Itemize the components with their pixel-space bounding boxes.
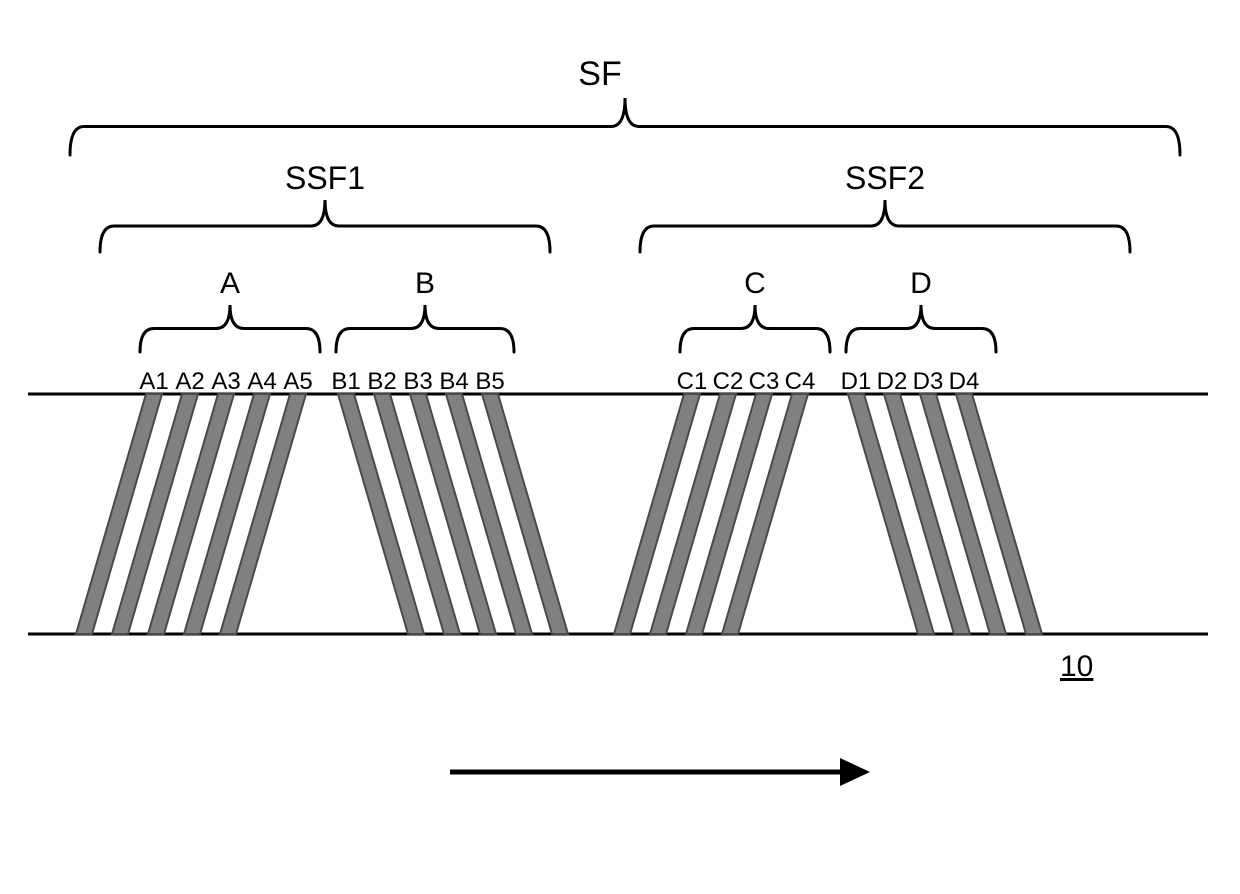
group-a-brace [120, 305, 340, 362]
track-label-b1: B1 [331, 368, 360, 396]
ssf2-brace [620, 200, 1150, 262]
group-c-label: C [744, 267, 766, 301]
tape-area [18, 384, 1218, 644]
track-label-d2: D2 [877, 368, 908, 396]
track-label-c4: C4 [785, 368, 816, 396]
group-b-label: B [415, 267, 435, 301]
ssf1-brace [80, 200, 570, 262]
sf-label: SF [578, 55, 621, 94]
group-c-brace [660, 305, 850, 362]
sf-brace [50, 98, 1200, 165]
direction-arrow [430, 738, 890, 806]
track-label-a3: A3 [211, 368, 240, 396]
group-d-brace [826, 305, 1016, 362]
track-label-c3: C3 [749, 368, 780, 396]
track-label-a2: A2 [175, 368, 204, 396]
track-label-b3: B3 [403, 368, 432, 396]
track-label-d4: D4 [949, 368, 980, 396]
group-a-label: A [220, 267, 240, 301]
track-label-d3: D3 [913, 368, 944, 396]
track-label-d1: D1 [841, 368, 872, 396]
track-label-b2: B2 [367, 368, 396, 396]
track-label-c2: C2 [713, 368, 744, 396]
group-b-brace [316, 305, 534, 362]
track-label-a5: A5 [283, 368, 312, 396]
track-label-a1: A1 [139, 368, 168, 396]
figure-number: 10 [1060, 650, 1093, 684]
shingled-diagram: SF SSF1 SSF2 A B C D A1A2A3A4A5 B1B2B3B4B… [0, 0, 1240, 894]
track-label-c1: C1 [677, 368, 708, 396]
track-label-b4: B4 [439, 368, 468, 396]
track-label-a4: A4 [247, 368, 276, 396]
group-d-label: D [910, 267, 932, 301]
ssf1-label: SSF1 [285, 160, 365, 197]
ssf2-label: SSF2 [845, 160, 925, 197]
track-label-b5: B5 [475, 368, 504, 396]
